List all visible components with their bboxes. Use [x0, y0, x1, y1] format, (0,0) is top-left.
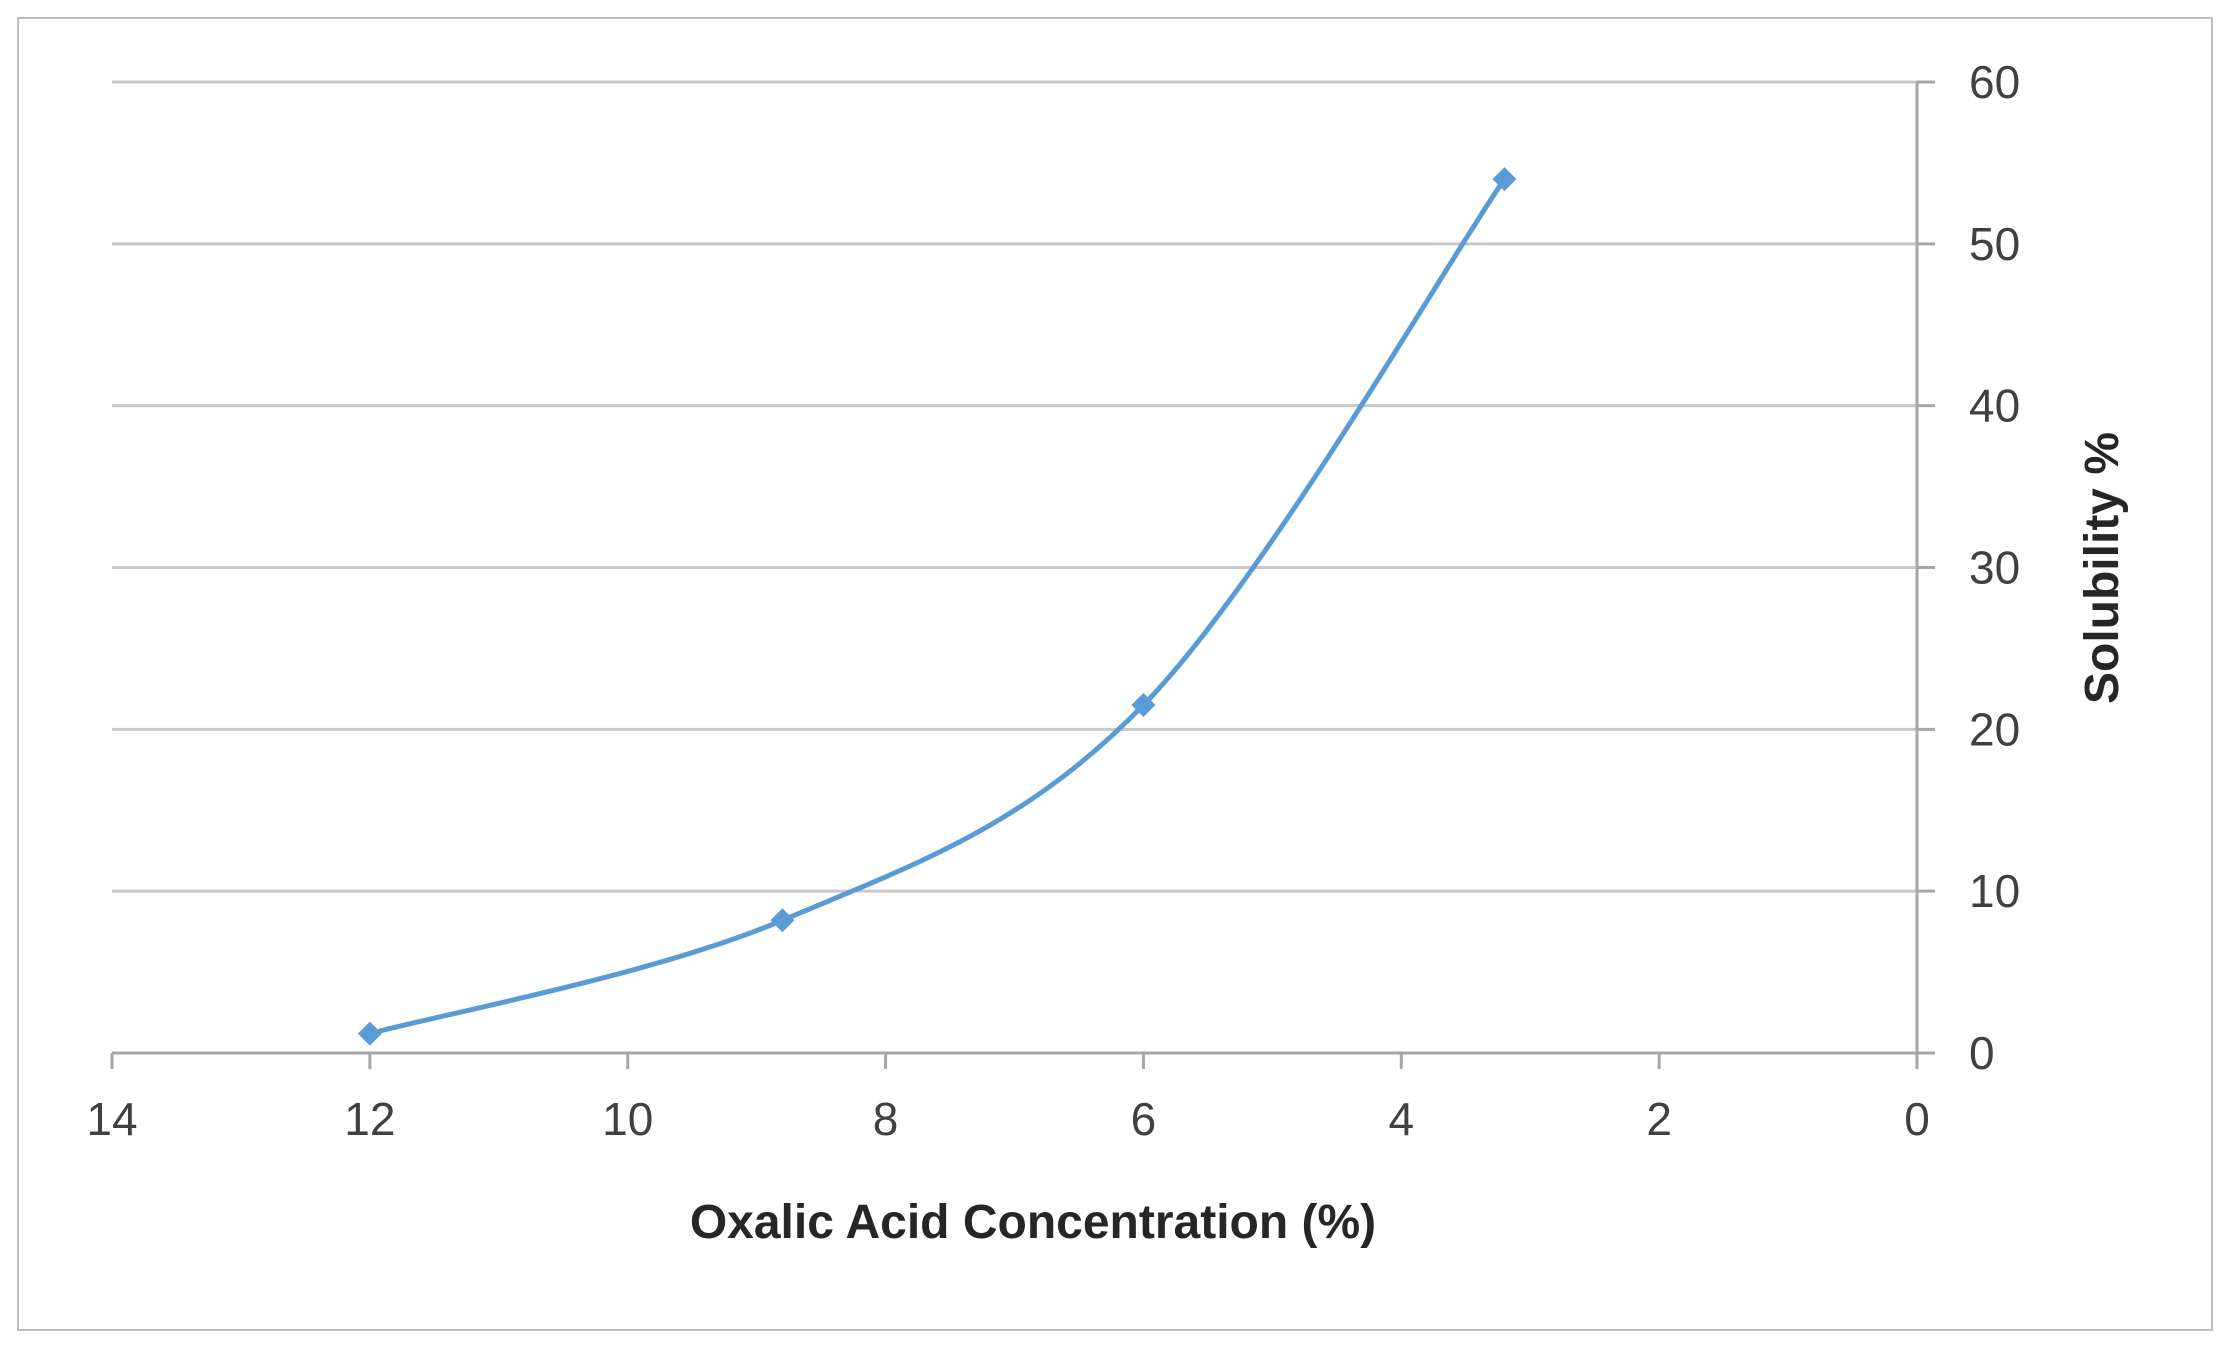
y-tick-label: 10 [1969, 865, 2020, 917]
x-tick-label: 4 [1388, 1093, 1414, 1145]
data-point-1 [770, 908, 795, 933]
y-tick-label: 30 [1969, 542, 2020, 594]
x-tick-label: 14 [86, 1093, 137, 1145]
y-tick-label: 60 [1969, 56, 2020, 108]
x-axis-title: Oxalic Acid Concentration (%) [690, 1196, 1376, 1249]
chart-frame [17, 17, 2213, 1331]
y-tick-label: 0 [1969, 1027, 1995, 1079]
x-tick-label: 6 [1131, 1093, 1157, 1145]
series-layer [357, 167, 1517, 1046]
gridlines [112, 80, 1917, 893]
x-tick-label: 10 [602, 1093, 653, 1145]
x-tick-label: 0 [1904, 1093, 1930, 1145]
series-line-0 [367, 176, 1507, 1037]
y-tick-label: 40 [1969, 380, 2020, 432]
y-tick-label: 50 [1969, 218, 2020, 270]
data-point-3 [1492, 167, 1517, 192]
y-tick-label: 20 [1969, 703, 2020, 755]
x-tick-label: 8 [873, 1093, 899, 1145]
axes [110, 80, 1935, 1069]
data-point-0 [357, 1021, 382, 1046]
data-point-2 [1131, 693, 1156, 718]
x-tick-label: 12 [344, 1093, 395, 1145]
x-tick-label: 2 [1646, 1093, 1672, 1145]
y-axis-title: Solubility % [2076, 432, 2129, 704]
